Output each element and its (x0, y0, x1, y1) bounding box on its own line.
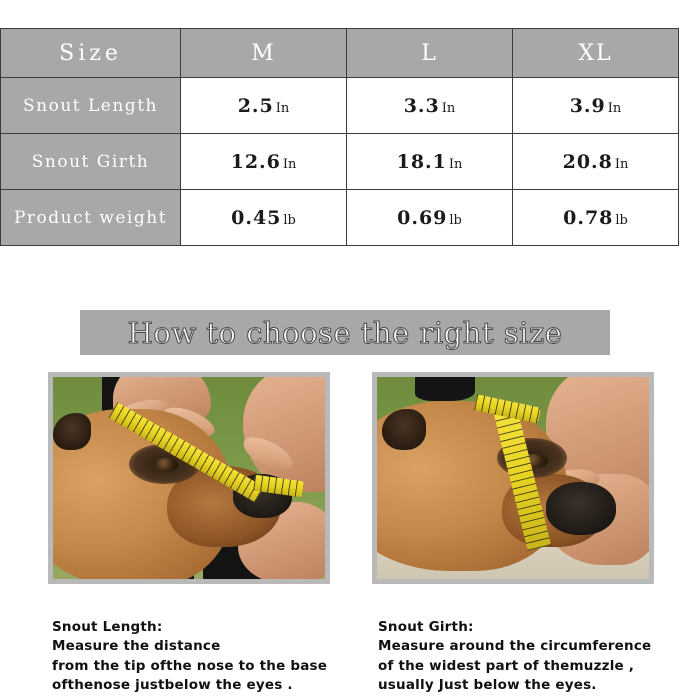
cell-value: 3.9 (569, 94, 606, 117)
cell-unit: lb (615, 212, 628, 228)
cell-value: 20.8 (562, 150, 613, 173)
table-header-row: Size M L XL (0, 28, 679, 78)
dog-eye (153, 457, 179, 472)
cell-value: 0.69 (397, 206, 448, 229)
row-label-snout-length: Snout Length (0, 77, 181, 134)
cell-value: 12.6 (230, 150, 281, 173)
cell-unit: In (441, 100, 456, 116)
table-header-m: M (180, 28, 347, 78)
cell-unit: lb (449, 212, 462, 228)
cell-value: 0.78 (563, 206, 614, 229)
table-header-xl: XL (512, 28, 679, 78)
banner-title: How to choose the right size (127, 315, 563, 350)
cell-value: 2.5 (237, 94, 274, 117)
table-header-l: L (346, 28, 513, 78)
caption-title: Snout Girth: (378, 618, 474, 635)
caption-snout-length: Snout Length: Measure the distance from t… (52, 598, 352, 696)
background-clothing (415, 377, 475, 402)
cell-snout-girth-m: 12.6 In (180, 133, 347, 190)
snout-girth-photo-image (377, 377, 649, 579)
cell-snout-length-l: 3.3 In (346, 77, 513, 134)
cell-unit: lb (283, 212, 296, 228)
row-label-snout-girth: Snout Girth (0, 133, 181, 190)
caption-body: Measure the distance from the tip ofthe … (52, 638, 328, 694)
cell-product-weight-m: 0.45 lb (180, 189, 347, 246)
dog-ear (382, 409, 426, 450)
cell-snout-girth-l: 18.1 In (346, 133, 513, 190)
caption-body: Measure around the circumference of the … (378, 638, 652, 694)
cell-snout-girth-xl: 20.8 In (512, 133, 679, 190)
how-to-choose-banner: How to choose the right size (80, 310, 610, 355)
cell-product-weight-l: 0.69 lb (346, 189, 513, 246)
size-chart-table: Size M L XL Snout Length 2.5 In 3.3 In 3.9… (0, 28, 679, 246)
snout-girth-photo (372, 372, 654, 584)
caption-title: Snout Length: (52, 618, 163, 635)
dog-ear (53, 413, 92, 450)
row-label-product-weight: Product weight (0, 189, 181, 246)
cell-unit: In (607, 100, 622, 116)
table-row: Snout Girth 12.6 In 18.1 In 20.8 In (0, 133, 679, 190)
cell-value: 18.1 (396, 150, 447, 173)
cell-unit: In (282, 156, 297, 172)
table-header-size: Size (0, 28, 181, 78)
table-row: Snout Length 2.5 In 3.3 In 3.9 In (0, 77, 679, 134)
cell-product-weight-xl: 0.78 lb (512, 189, 679, 246)
snout-length-photo (48, 372, 330, 584)
cell-value: 3.3 (403, 94, 440, 117)
cell-unit: In (614, 156, 629, 172)
table-row: Product weight 0.45 lb 0.69 lb 0.78 lb (0, 189, 679, 246)
cell-value: 0.45 (231, 206, 282, 229)
cell-snout-length-m: 2.5 In (180, 77, 347, 134)
cell-unit: In (275, 100, 290, 116)
cell-unit: In (448, 156, 463, 172)
caption-snout-girth: Snout Girth: Measure around the circumfer… (378, 598, 688, 696)
cell-snout-length-xl: 3.9 In (512, 77, 679, 134)
dog-nose (545, 482, 617, 535)
snout-length-photo-image (53, 377, 325, 579)
